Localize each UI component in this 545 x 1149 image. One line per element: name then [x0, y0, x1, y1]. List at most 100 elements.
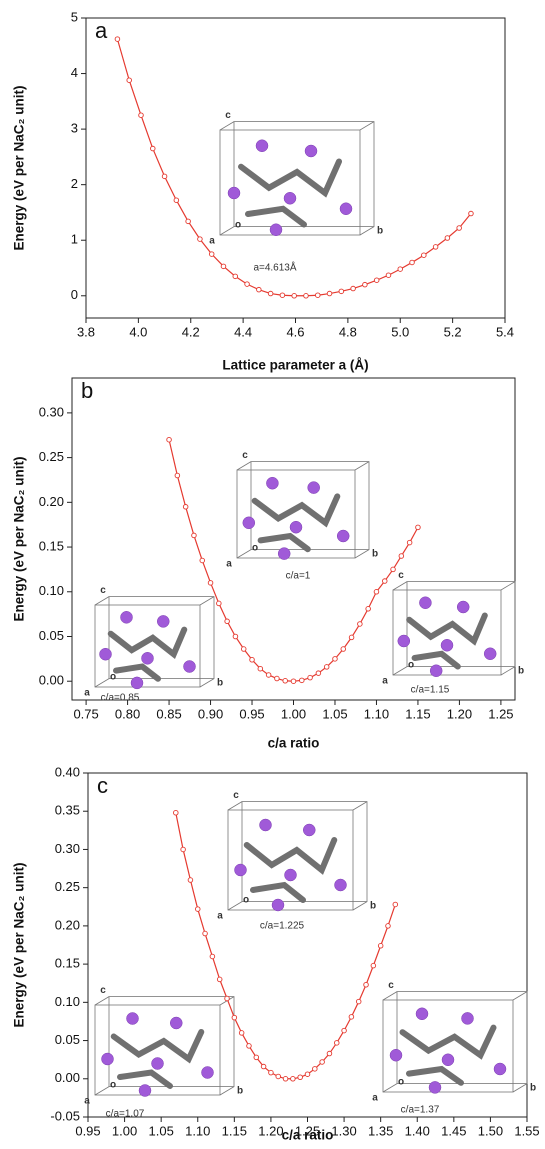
data-point [183, 505, 188, 510]
data-point [283, 1076, 288, 1081]
cell-edge [513, 992, 527, 1000]
data-point [181, 847, 186, 852]
data-point [374, 278, 379, 283]
data-line [169, 440, 418, 682]
cell-edge [200, 597, 214, 605]
cell-edge [355, 550, 369, 558]
sodium-atom [398, 635, 410, 647]
figure: 3.84.04.24.44.64.85.05.25.4012345Lattice… [0, 0, 545, 1149]
data-point [291, 679, 296, 684]
y-tick-label: 3 [71, 121, 78, 136]
sodium-atom [278, 548, 290, 560]
x-tick-label: 5.4 [496, 324, 514, 339]
cell-edge [393, 582, 407, 590]
sodium-atom [284, 192, 296, 204]
sodium-atom [139, 1085, 151, 1097]
x-axis-label: c/a ratio [268, 736, 320, 751]
y-tick-label: 0.20 [55, 917, 80, 932]
axis-letter: c [100, 585, 106, 596]
data-point [378, 943, 383, 948]
data-point [374, 589, 379, 594]
cell-edge [228, 802, 242, 810]
x-tick-label: 3.8 [77, 324, 95, 339]
data-point [233, 634, 238, 639]
y-tick-label: 0.25 [55, 879, 80, 894]
axis-letter: c [398, 570, 404, 581]
cell-edge [220, 122, 234, 130]
axis-letter: b [377, 226, 383, 237]
sodium-atom [290, 521, 302, 533]
data-point [315, 293, 320, 298]
sodium-atom [335, 879, 347, 891]
data-point [280, 293, 285, 298]
data-line [176, 813, 395, 1079]
x-tick-label: 1.50 [478, 1123, 503, 1138]
sodium-atom [494, 1063, 506, 1075]
carbon-chain [255, 496, 338, 522]
data-point [386, 924, 391, 929]
axis-letter: c [388, 980, 394, 991]
axis-letter: b [217, 678, 223, 689]
x-tick-label: 1.30 [331, 1123, 356, 1138]
x-tick-label: 5.2 [444, 324, 462, 339]
data-point [305, 1072, 310, 1077]
cell-edge [355, 462, 369, 470]
data-point [195, 907, 200, 912]
data-point [339, 289, 344, 294]
sodium-atom [390, 1049, 402, 1061]
data-point [261, 1064, 266, 1069]
cell-edge [228, 902, 242, 910]
sodium-atom [270, 224, 282, 236]
data-point [308, 675, 313, 680]
axis-letter: o [110, 1080, 116, 1091]
sodium-atom [131, 677, 143, 689]
carbon-chain [261, 536, 308, 549]
data-point [324, 665, 329, 670]
data-point [469, 211, 474, 216]
inset-caption: c/a=1.15 [411, 685, 450, 696]
sodium-atom [157, 615, 169, 627]
data-point [457, 226, 462, 231]
data-point [334, 1041, 339, 1046]
data-point [371, 963, 376, 968]
data-point [316, 671, 321, 676]
inset-caption: a=4.613Å [253, 261, 296, 274]
x-tick-label: 1.00 [112, 1123, 137, 1138]
x-axis-label: Lattice parameter a (Å) [222, 358, 368, 373]
x-tick-label: 1.10 [185, 1123, 210, 1138]
axis-letter: b [237, 1086, 243, 1097]
cell-edge [95, 597, 109, 605]
axis-letter: o [398, 1077, 404, 1088]
axis-letter: a [84, 1096, 90, 1107]
x-tick-label: 1.05 [322, 706, 347, 721]
sodium-atom [170, 1017, 182, 1029]
sodium-atom [308, 482, 320, 494]
carbon-chain [248, 209, 304, 225]
data-point [320, 1060, 325, 1065]
sodium-atom [457, 601, 469, 613]
x-tick-label: 1.20 [258, 1123, 283, 1138]
data-point [258, 666, 263, 671]
data-point [167, 437, 172, 442]
y-tick-label: 1 [71, 232, 78, 247]
cell-edge [237, 550, 251, 558]
x-tick-label: 1.15 [405, 706, 430, 721]
sodium-atom [228, 187, 240, 199]
inset-group: coaba=4.613Å [209, 110, 383, 273]
y-tick-label: 4 [71, 65, 78, 80]
data-point [233, 274, 238, 279]
data-point [364, 982, 369, 987]
y-tick-label: 0.30 [39, 404, 64, 419]
data-point [351, 286, 356, 291]
y-tick-label: 0.40 [55, 764, 80, 779]
carbon-chain [403, 1028, 494, 1056]
x-tick-label: 0.80 [115, 706, 140, 721]
data-point [393, 902, 398, 907]
x-tick-label: 1.20 [447, 706, 472, 721]
data-point [175, 473, 180, 478]
y-tick-label: 0 [71, 287, 78, 302]
sodium-atom [260, 819, 272, 831]
data-point [239, 1031, 244, 1036]
